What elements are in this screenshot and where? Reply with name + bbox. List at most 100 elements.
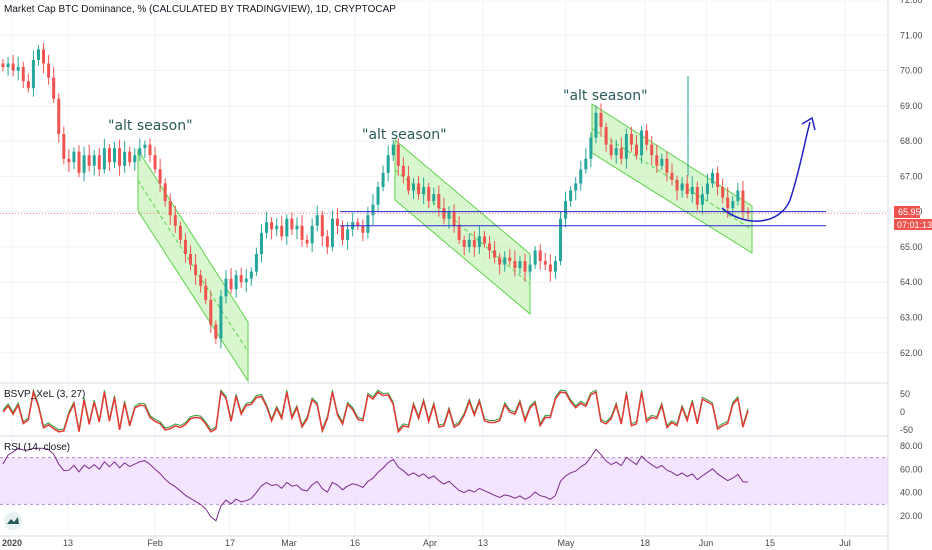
- price-tick-label: 71.00: [900, 30, 923, 40]
- candle: [112, 141, 116, 168]
- candle-body: [528, 264, 532, 272]
- candle-body: [452, 211, 456, 226]
- candle-body: [391, 144, 395, 156]
- candle-body: [112, 148, 116, 163]
- candle-body: [513, 261, 517, 269]
- candle: [609, 138, 613, 160]
- candle: [158, 158, 162, 192]
- candle-body: [619, 148, 623, 159]
- candle: [396, 138, 400, 176]
- candle: [239, 267, 243, 288]
- candle-body: [467, 239, 471, 247]
- candle-body: [138, 148, 142, 156]
- candle-body: [457, 225, 461, 240]
- candle: [635, 135, 639, 160]
- candle: [315, 205, 319, 232]
- candle-body: [290, 218, 294, 230]
- candle-body: [305, 239, 309, 244]
- candle: [685, 174, 689, 199]
- candle: [254, 247, 258, 276]
- candle-body: [746, 211, 750, 214]
- candle-body: [629, 134, 633, 145]
- oscillator-line: [2, 389, 749, 434]
- candle-body: [447, 211, 451, 219]
- candle: [107, 143, 111, 171]
- candle-body: [695, 186, 699, 205]
- candle-body: [675, 179, 679, 191]
- candle: [427, 182, 431, 209]
- candle: [42, 43, 46, 74]
- candle-body: [234, 275, 238, 290]
- candle: [300, 215, 304, 247]
- candle: [285, 214, 289, 245]
- candle-body: [650, 144, 654, 156]
- candle: [665, 151, 669, 182]
- indicator2-label: RSI (14, close): [4, 442, 70, 453]
- candle-body: [477, 236, 481, 247]
- candle-body: [690, 186, 694, 195]
- countdown-label: 07:01:13: [897, 220, 932, 230]
- candle-body: [584, 158, 588, 170]
- candle: [650, 136, 654, 166]
- candle-body: [721, 186, 725, 198]
- candle-body: [437, 194, 441, 209]
- candle-body: [325, 236, 329, 247]
- candle: [432, 187, 436, 206]
- candle-body: [77, 151, 81, 173]
- candle: [361, 219, 365, 242]
- candle: [330, 210, 334, 252]
- candle: [569, 186, 573, 207]
- candle-body: [153, 155, 157, 170]
- candle: [624, 128, 628, 169]
- candle: [290, 212, 294, 235]
- candle: [477, 225, 481, 254]
- candle: [558, 211, 562, 266]
- chart-title: Market Cap BTC Dominance, % (CALCULATED …: [4, 4, 396, 15]
- candle-body: [711, 172, 715, 184]
- current-price-label: 65.95: [898, 207, 921, 217]
- projection-arrow: [721, 121, 811, 222]
- time-tick-label: Jul: [839, 538, 851, 548]
- tradingview-logo[interactable]: [4, 512, 22, 530]
- candle-body: [614, 148, 618, 156]
- candle: [553, 255, 557, 279]
- candle: [660, 153, 664, 171]
- candle-body: [472, 239, 476, 247]
- candle: [422, 177, 426, 204]
- indicator1-tick-label: 50: [900, 389, 910, 399]
- candle: [629, 126, 633, 152]
- candle: [199, 269, 203, 293]
- candle-body: [143, 144, 147, 149]
- candle-body: [533, 250, 537, 265]
- indicator1-label: BSVP_XeL (3, 27): [4, 389, 85, 400]
- candle-body: [705, 183, 709, 195]
- time-tick-label: 2020: [2, 538, 22, 548]
- time-tick-label: 16: [350, 538, 360, 548]
- candle-body: [118, 148, 122, 166]
- candle: [97, 147, 101, 177]
- price-tick-label: 72.00: [900, 0, 923, 5]
- candle: [77, 145, 81, 178]
- rsi-line: [2, 447, 749, 522]
- candle: [123, 141, 127, 173]
- candle: [21, 61, 25, 89]
- candle-body: [356, 222, 360, 226]
- candle-body: [239, 275, 243, 283]
- candle-body: [579, 169, 583, 184]
- candle-body: [265, 222, 269, 233]
- candle: [680, 177, 684, 198]
- candle: [579, 160, 583, 191]
- candle: [143, 140, 147, 159]
- candle-body: [401, 165, 405, 177]
- candle: [675, 175, 679, 201]
- candle-body: [67, 158, 71, 163]
- candle: [508, 249, 512, 266]
- candle-body: [31, 59, 35, 89]
- projection-arrowhead: [801, 116, 816, 131]
- candle-body: [564, 201, 568, 219]
- candle-body: [36, 49, 40, 60]
- candle: [92, 149, 96, 176]
- candle: [705, 173, 709, 202]
- candle: [194, 254, 198, 286]
